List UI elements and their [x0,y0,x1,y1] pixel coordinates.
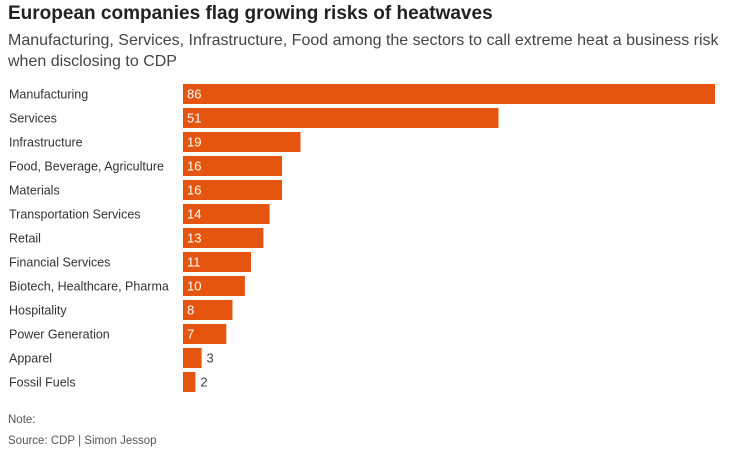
value-label-materials: 16 [187,183,201,198]
bar-row-retail: Retail 13 [9,228,264,248]
value-label-financial-services: 11 [187,255,201,270]
chart-title: European companies flag growing risks of… [8,3,493,24]
value-label-fossil-fuels: 2 [200,375,207,390]
value-label-services: 51 [187,111,201,126]
value-label-apparel: 3 [207,351,214,366]
category-label-manufacturing: Manufacturing [9,88,88,102]
bar-retail [183,228,264,248]
category-label-transportation-services: Transportation Services [9,208,141,222]
bar-row-power-generation: Power Generation 7 [9,324,227,344]
bar-row-services: Services 51 [9,108,499,128]
category-label-apparel: Apparel [9,352,52,366]
category-label-fossil-fuels: Fossil Fuels [9,376,76,390]
bar-row-apparel: Apparel 3 [9,348,214,368]
bar-row-financial-services: Financial Services 11 [9,252,251,272]
value-label-manufacturing: 86 [187,87,201,102]
category-label-power-generation: Power Generation [9,328,110,342]
bar-row-hospitality: Hospitality 8 [9,300,233,320]
category-label-infrastructure: Infrastructure [9,136,83,150]
value-label-infrastructure: 19 [187,135,201,150]
bar-row-infrastructure: Infrastructure 19 [9,132,301,152]
bars-layer: Manufacturing 86 Services 51 Infrastructure 1… [9,84,715,392]
bar-biotech-healthcare-pharma [183,276,245,296]
category-label-biotech-healthcare-pharma: Biotech, Healthcare, Pharma [9,280,169,294]
bar-food-beverage-agriculture [183,156,282,176]
bar-row-transportation-services: Transportation Services 14 [9,204,270,224]
value-label-food-beverage-agriculture: 16 [187,159,201,174]
value-label-retail: 13 [187,231,201,246]
bar-row-biotech-healthcare-pharma: Biotech, Healthcare, Pharma 10 [9,276,245,296]
value-label-power-generation: 7 [187,327,194,342]
bar-row-fossil-fuels: Fossil Fuels 2 [9,372,208,392]
category-label-food-beverage-agriculture: Food, Beverage, Agriculture [9,160,164,174]
bar-services [183,108,499,128]
value-label-transportation-services: 14 [187,207,201,222]
bar-manufacturing [183,84,715,104]
bar-financial-services [183,252,251,272]
category-label-financial-services: Financial Services [9,256,110,270]
chart-note: Note: [8,414,36,426]
bar-fossil-fuels [183,372,196,392]
bar-materials [183,180,282,200]
value-label-biotech-healthcare-pharma: 10 [187,279,201,294]
value-label-hospitality: 8 [187,303,194,318]
category-label-retail: Retail [9,232,41,246]
chart-subtitle: Manufacturing, Services, Infrastructure,… [8,32,719,70]
bar-row-food-beverage-agriculture: Food, Beverage, Agriculture 16 [9,156,282,176]
bar-power-generation [183,324,227,344]
category-label-materials: Materials [9,184,60,198]
bar-hospitality [183,300,233,320]
bar-transportation-services [183,204,270,224]
bar-row-materials: Materials 16 [9,180,282,200]
bar-row-manufacturing: Manufacturing 86 [9,84,715,104]
bar-infrastructure [183,132,301,152]
bar-chart: Manufacturing 86 Services 51 Infrastructure 1… [9,84,715,392]
chart-source: Source: CDP | Simon Jessop [8,435,157,447]
bar-apparel [183,348,202,368]
category-label-hospitality: Hospitality [9,304,67,318]
category-label-services: Services [9,112,57,126]
